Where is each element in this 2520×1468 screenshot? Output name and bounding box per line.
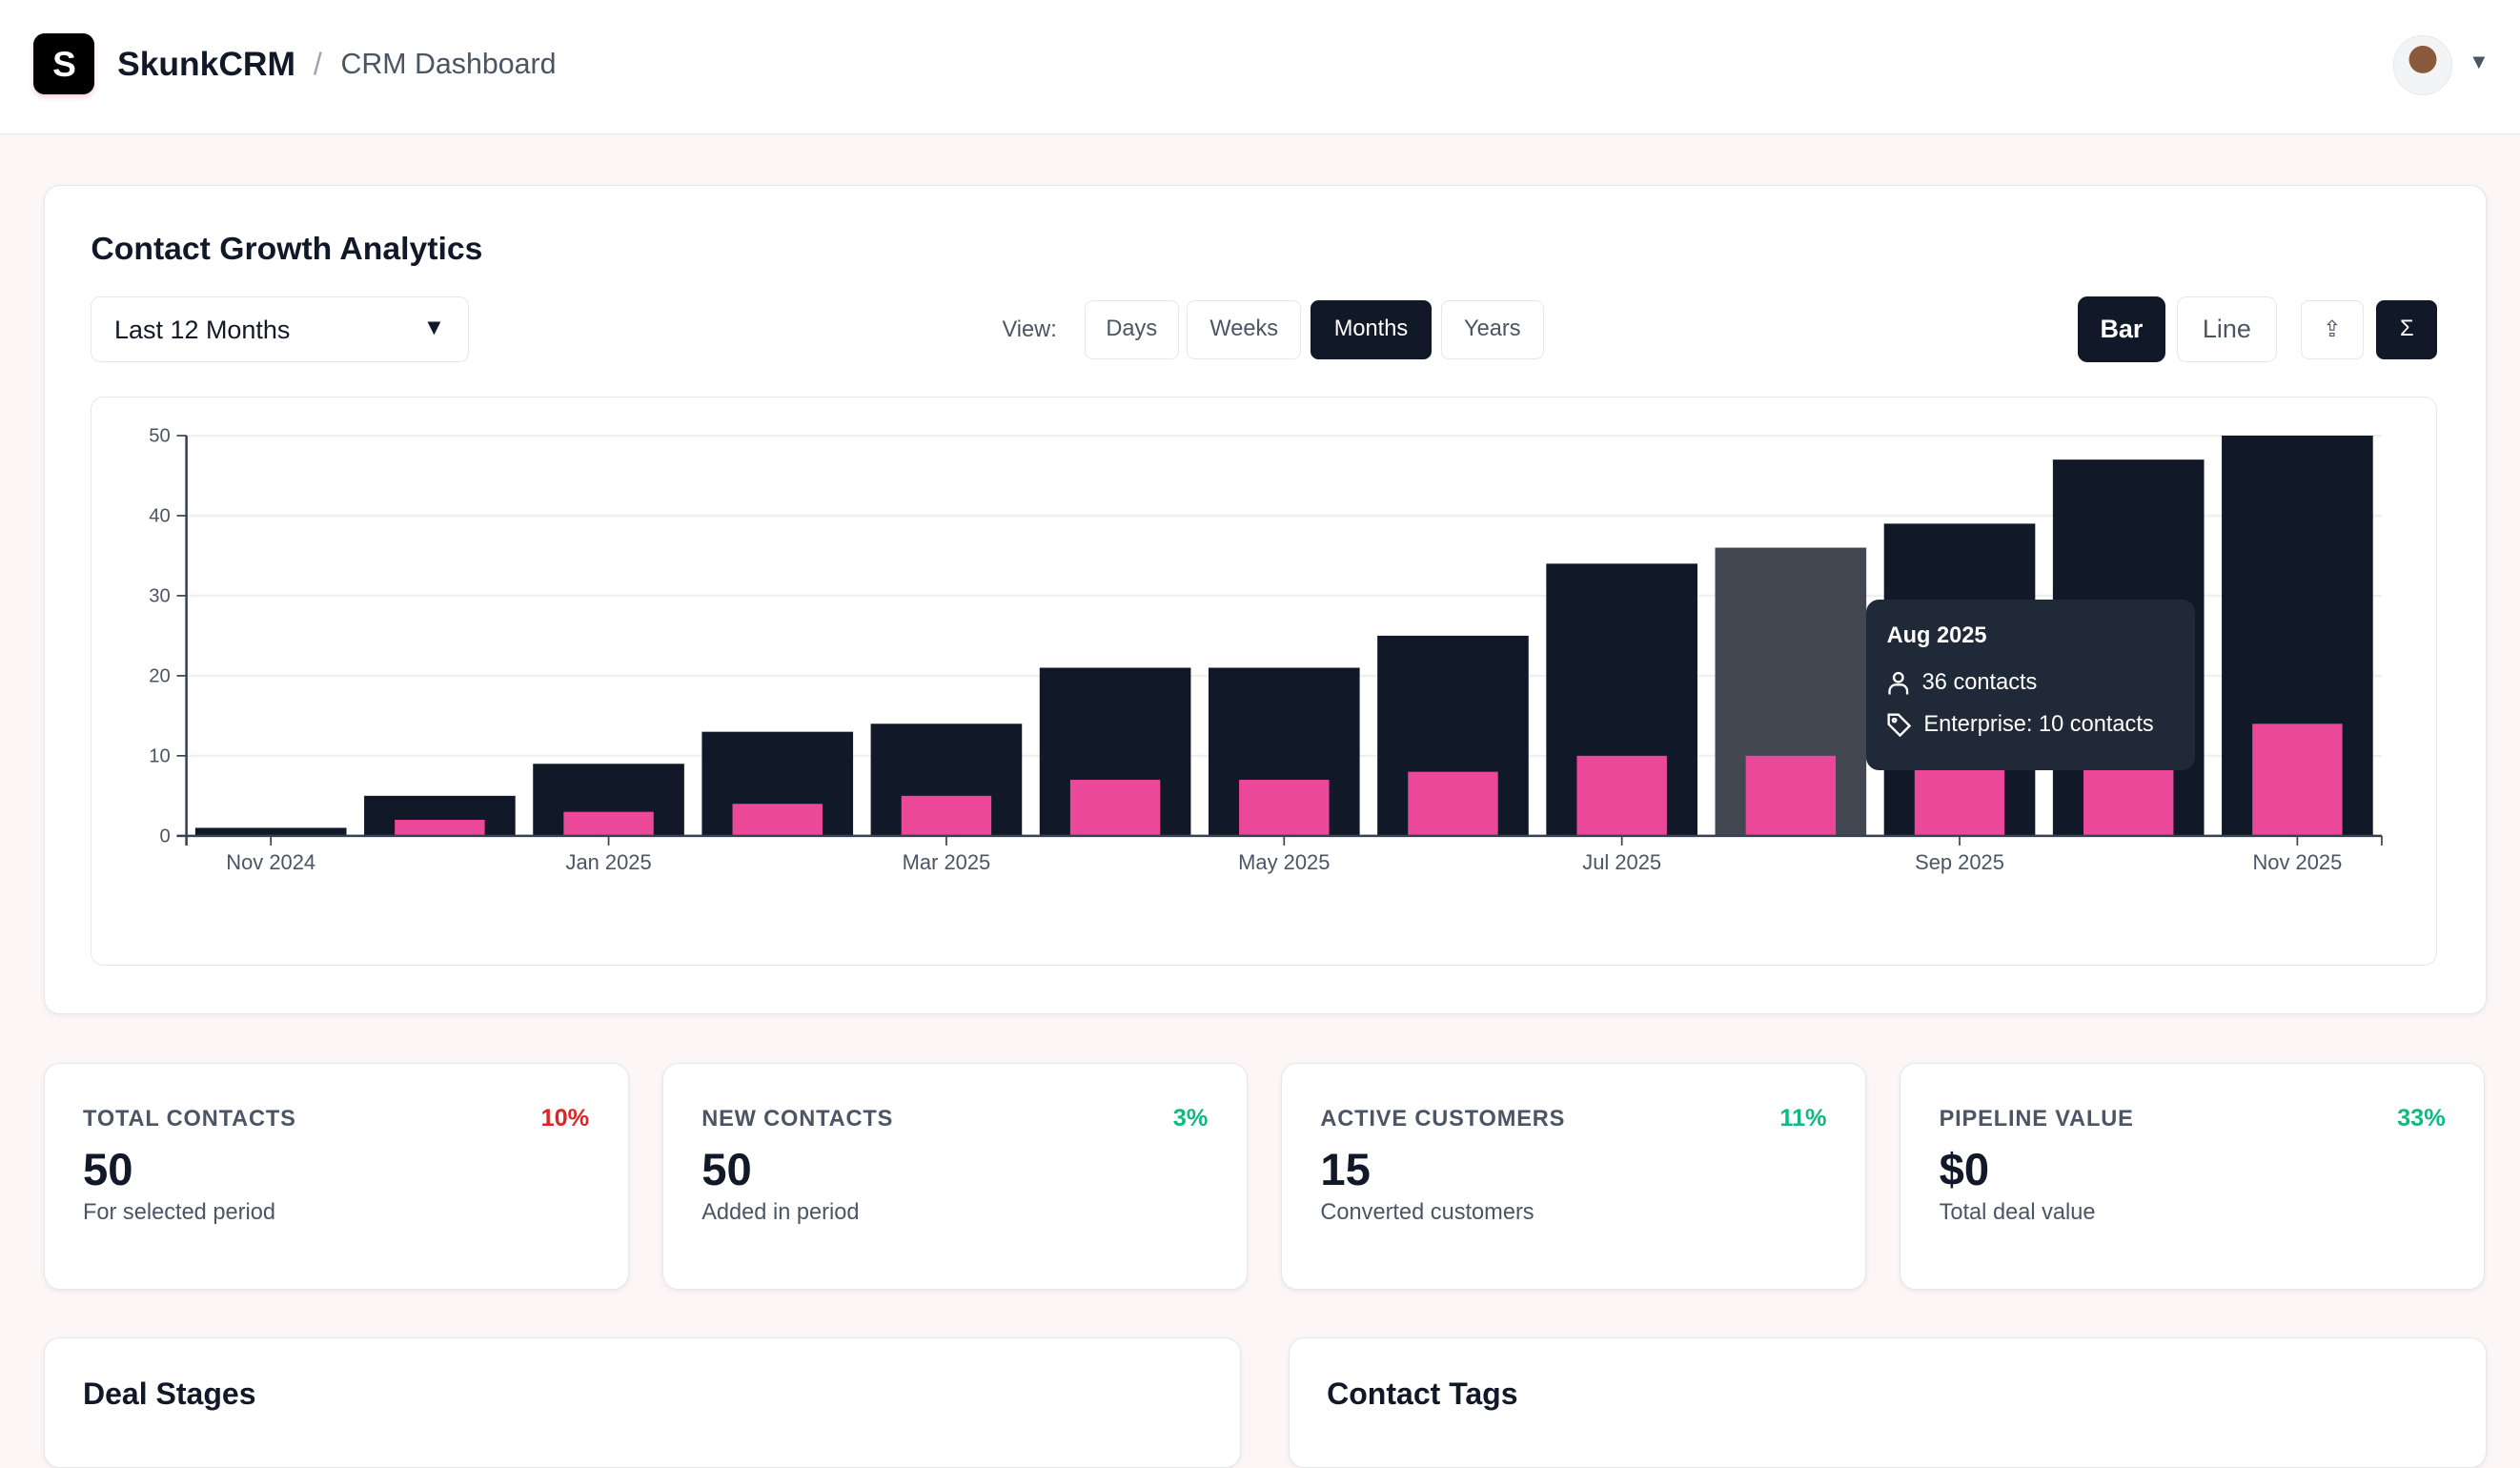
stat-sub: Converted customers bbox=[1320, 1199, 1534, 1225]
stat-card-active-customers: ACTIVE CUSTOMERS 11% 15 Converted custom… bbox=[1280, 1062, 1866, 1290]
stat-label: ACTIVE CUSTOMERS bbox=[1320, 1107, 1566, 1132]
tooltip-title: Aug 2025 bbox=[1886, 623, 1987, 649]
chart-container bbox=[91, 396, 2438, 966]
deal-stages-card: Deal Stages bbox=[43, 1336, 1242, 1468]
stat-change: 10% bbox=[540, 1105, 590, 1132]
breadcrumb-page: CRM Dashboard bbox=[340, 48, 557, 80]
stat-change: 3% bbox=[1172, 1105, 1209, 1132]
cumulative-button[interactable]: Σ bbox=[2376, 299, 2438, 359]
logo[interactable]: S bbox=[33, 33, 95, 95]
view-days-button[interactable]: Days bbox=[1084, 299, 1179, 359]
tag-icon bbox=[1887, 713, 1911, 738]
view-months-button[interactable]: Months bbox=[1311, 299, 1432, 359]
chevron-down-icon: ▼ bbox=[422, 315, 446, 340]
export-button[interactable]: ⇪ bbox=[2300, 299, 2364, 359]
tooltip-contacts: 36 contacts bbox=[1921, 670, 2038, 696]
stat-value: 50 bbox=[82, 1144, 133, 1195]
stat-label: TOTAL CONTACTS bbox=[82, 1107, 296, 1132]
sigma-icon: Σ bbox=[2399, 316, 2414, 342]
user-avatar[interactable] bbox=[2392, 35, 2453, 95]
view-weeks-button[interactable]: Weeks bbox=[1187, 299, 1302, 359]
brand-name[interactable]: SkunkCRM bbox=[117, 45, 295, 84]
contact-tags-card: Contact Tags bbox=[1289, 1336, 2487, 1468]
deal-stages-title: Deal Stages bbox=[82, 1376, 256, 1412]
top-header: S SkunkCRM / CRM Dashboard ▼ bbox=[0, 0, 2520, 134]
stat-change: 11% bbox=[1779, 1105, 1827, 1132]
stat-card-new-contacts: NEW CONTACTS 3% 50 Added in period bbox=[661, 1062, 1248, 1290]
range-select-value: Last 12 Months bbox=[114, 315, 291, 344]
stat-sub: Total deal value bbox=[1939, 1199, 2096, 1225]
stat-value: $0 bbox=[1939, 1144, 1990, 1195]
stat-value: 50 bbox=[701, 1144, 752, 1195]
stat-label: PIPELINE VALUE bbox=[1939, 1107, 2134, 1132]
range-select[interactable]: Last 12 Months ▼ bbox=[91, 296, 469, 363]
stat-card-pipeline-value: PIPELINE VALUE 33% $0 Total deal value bbox=[1900, 1062, 2486, 1290]
chart-tooltip: Aug 2025 36 contacts Enterprise: 10 cont… bbox=[1865, 599, 2196, 770]
tooltip-tag: Enterprise: 10 contacts bbox=[1923, 712, 2154, 737]
stat-value: 15 bbox=[1320, 1144, 1371, 1195]
caret-down-icon[interactable]: ▼ bbox=[2469, 50, 2490, 74]
contact-tags-title: Contact Tags bbox=[1327, 1376, 1518, 1412]
view-label: View: bbox=[1002, 317, 1057, 343]
breadcrumb-separator: / bbox=[313, 46, 322, 81]
stat-card-total-contacts: TOTAL CONTACTS 10% 50 For selected perio… bbox=[43, 1062, 629, 1290]
view-years-button[interactable]: Years bbox=[1440, 299, 1544, 359]
chart-bar-button[interactable]: Bar bbox=[2077, 296, 2166, 363]
stat-label: NEW CONTACTS bbox=[701, 1107, 894, 1132]
chart-line-button[interactable]: Line bbox=[2177, 296, 2277, 363]
upload-icon: ⇪ bbox=[2322, 317, 2342, 343]
card-title: Contact Growth Analytics bbox=[91, 231, 483, 268]
stat-change: 33% bbox=[2397, 1105, 2446, 1132]
stat-sub: Added in period bbox=[701, 1199, 860, 1225]
stat-sub: For selected period bbox=[82, 1199, 275, 1225]
user-icon bbox=[1887, 671, 1908, 695]
